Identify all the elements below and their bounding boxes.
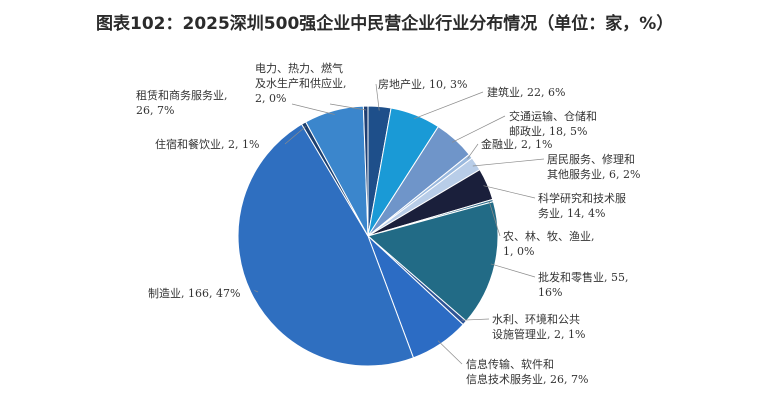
leader-line-11 <box>254 290 259 293</box>
slice-label-4: 金融业, 2, 1% <box>481 137 552 151</box>
leader-line-1 <box>375 83 380 111</box>
leader-line-13 <box>291 103 335 115</box>
leader-line-3 <box>452 115 506 143</box>
pie-slice-14 <box>362 105 369 237</box>
slice-label-1: 房地产业, 10, 3% <box>378 77 467 91</box>
chart-title: 图表102：2025深圳500强企业中民营企业行业分布情况（单位：家，%） <box>96 14 674 34</box>
leader-line-9 <box>461 318 490 321</box>
slice-label-13: 租赁和商务服务业, 26, 7% <box>136 88 228 117</box>
leader-lines <box>254 83 545 365</box>
pie-slice-11 <box>237 123 415 367</box>
slice-label-10: 信息传输、软件和信息技术服务业, 26, 7% <box>466 357 588 386</box>
slice-label-14: 电力、热力、燃气及水生产和供应业, 2, 0% <box>255 61 347 105</box>
slice-label-12: 住宿和餐饮业, 2, 1% <box>155 137 259 151</box>
slice-label-7: 农、林、牧、渔业, 1, 0% <box>503 229 595 258</box>
slice-labels: 房地产业, 10, 3% 建筑业, 22, 6% 交通运输、仓储和邮政业, 18, … <box>136 61 640 386</box>
leader-line-8 <box>490 263 536 278</box>
leader-line-7 <box>488 201 501 237</box>
slice-label-6: 科学研究和技术服务业, 14, 4% <box>538 191 626 220</box>
pie-slices <box>237 105 499 367</box>
leader-line-4 <box>467 143 479 159</box>
leader-line-5 <box>472 158 545 167</box>
slice-label-11: 制造业, 166, 47% <box>148 286 240 300</box>
slice-label-8: 批发和零售业, 55, 16% <box>538 270 629 299</box>
leader-line-12 <box>284 126 306 145</box>
slice-label-9: 水利、环境和公共设施管理业, 2, 1% <box>492 312 585 341</box>
leader-line-14 <box>329 103 366 111</box>
slice-label-5: 居民服务、修理和其他服务业, 6, 2% <box>547 152 640 181</box>
leader-line-10 <box>437 340 463 365</box>
leader-line-2 <box>413 91 484 120</box>
slice-label-3: 交通运输、仓储和邮政业, 18, 5% <box>509 109 597 138</box>
slice-label-2: 建筑业, 22, 6% <box>487 85 565 99</box>
leader-line-6 <box>483 185 536 199</box>
